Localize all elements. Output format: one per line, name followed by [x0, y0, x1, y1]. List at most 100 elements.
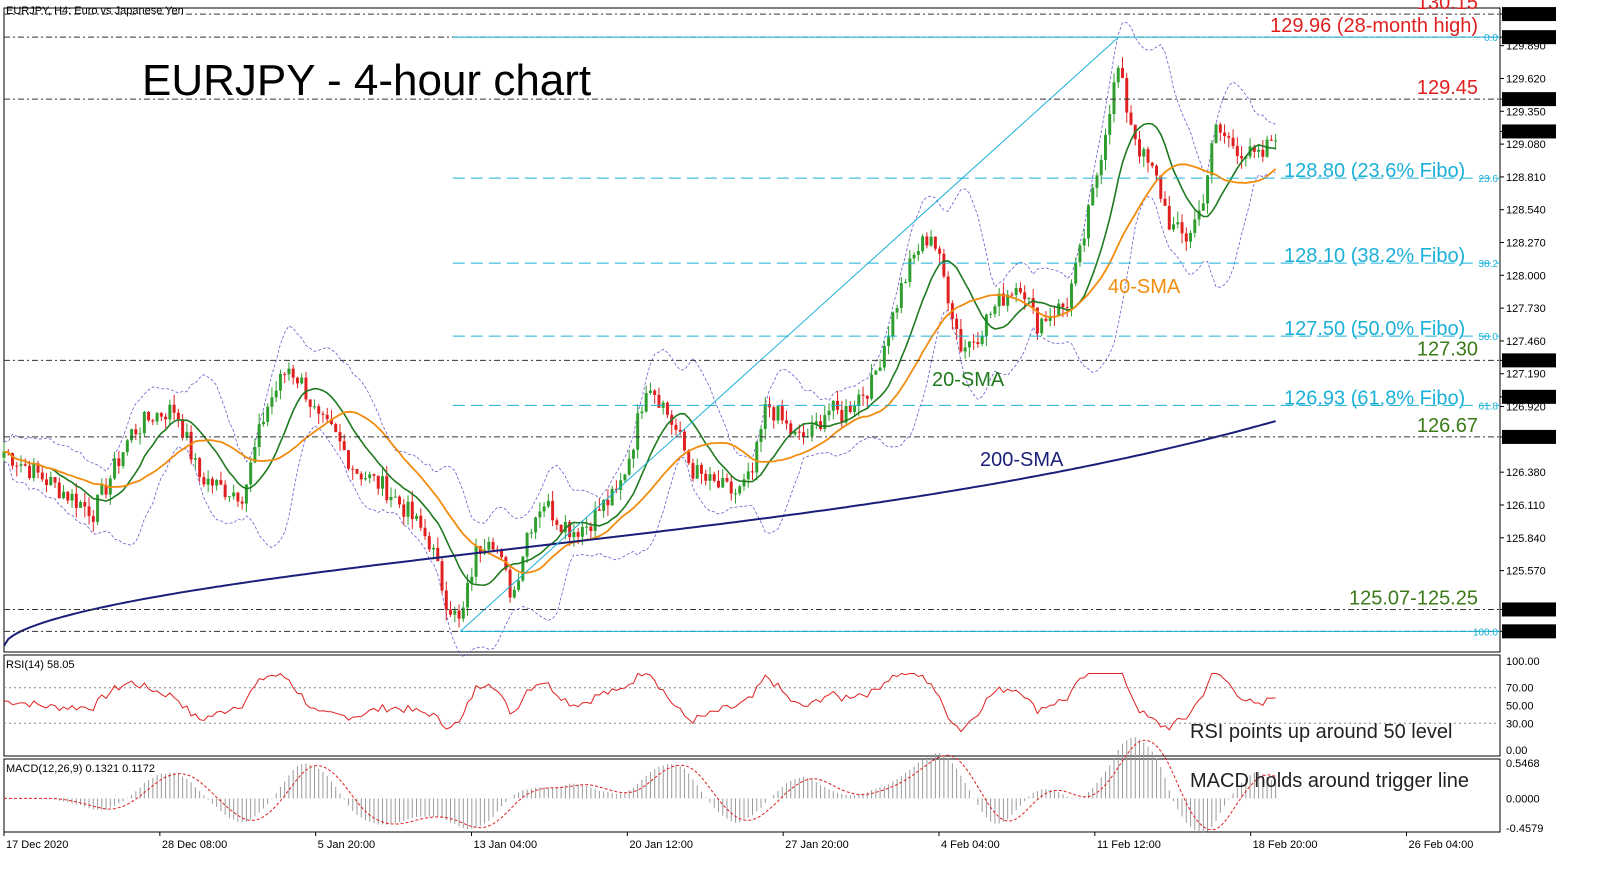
candle-body	[682, 431, 686, 451]
candle-body	[887, 336, 891, 346]
candle-body	[1231, 137, 1235, 147]
bollinger-lower	[3, 172, 1276, 658]
candle-body	[300, 377, 304, 384]
candle-body	[168, 404, 172, 420]
candle-body	[151, 420, 155, 422]
candle-body	[644, 392, 648, 412]
price-tag-label: 129.184	[1506, 126, 1546, 138]
rsi-tick-label: 0.00	[1506, 745, 1527, 757]
level-label: 125.07-125.25	[1349, 587, 1478, 609]
sma40-label: 40-SMA	[1108, 276, 1181, 298]
candle-body	[610, 488, 614, 506]
candle-body	[997, 293, 1001, 307]
candle-body	[729, 481, 733, 494]
candle-body	[763, 403, 767, 429]
symbol-info: EURJPY, H4: Euro vs Japanese Yen	[6, 5, 184, 17]
candle-body	[725, 478, 729, 482]
candle-body	[678, 429, 682, 432]
candle-body	[164, 416, 168, 420]
candle-body	[576, 532, 580, 537]
candle-body	[83, 502, 87, 507]
candle-body	[308, 399, 312, 407]
candle-body	[780, 406, 784, 421]
candle-body	[882, 345, 886, 368]
candle-body	[1274, 140, 1278, 142]
candle-body	[751, 471, 754, 473]
candle-body	[619, 480, 623, 491]
candle-body	[287, 368, 291, 375]
candle-body	[466, 582, 470, 608]
candle-body	[359, 473, 363, 480]
candle-body	[525, 532, 529, 557]
candle-body	[1201, 203, 1205, 211]
candle-body	[802, 432, 806, 437]
candle-body	[49, 477, 53, 486]
candle-body	[865, 395, 869, 399]
candle-body	[415, 515, 419, 520]
candle-body	[870, 374, 874, 399]
rsi-tick-label: 100.00	[1506, 656, 1540, 668]
candle-body	[117, 458, 121, 467]
candle-body	[1121, 67, 1124, 78]
price-tick-label: 127.190	[1506, 369, 1546, 381]
candle-body	[1057, 303, 1061, 317]
candle-body	[346, 450, 350, 469]
candle-body	[91, 516, 95, 522]
candle-body	[206, 478, 210, 485]
candle-body	[1146, 149, 1150, 163]
candle-body	[984, 314, 988, 337]
sma200-label: 200-SMA	[980, 449, 1064, 471]
candle-body	[844, 405, 848, 423]
sma40-line	[3, 163, 1277, 574]
candle-body	[240, 501, 244, 504]
candle-body	[193, 458, 197, 460]
price-tag-label: 129.450	[1506, 94, 1546, 106]
rsi-title: RSI(14) 58.05	[6, 659, 74, 671]
price-tag	[1502, 30, 1556, 45]
candle-body	[23, 464, 27, 466]
price-tick-label: 128.000	[1506, 270, 1546, 282]
price-tick-label: 129.620	[1506, 73, 1546, 85]
candle-body	[721, 478, 725, 488]
price-tick-label: 128.270	[1506, 238, 1546, 250]
candle-body	[1001, 293, 1005, 306]
candle-body	[317, 406, 321, 414]
candle-body	[491, 541, 495, 550]
candle-body	[1104, 134, 1107, 160]
time-tick-label: 17 Dec 2020	[6, 839, 68, 851]
fibo-trend-line	[459, 36, 1119, 632]
candle-body	[895, 307, 899, 313]
candle-body	[1269, 139, 1273, 141]
candle-body	[878, 367, 882, 371]
candle-body	[563, 522, 567, 533]
candle-body	[53, 477, 57, 483]
candle-body	[432, 547, 436, 550]
candle-body	[62, 491, 66, 499]
candle-body	[261, 421, 265, 425]
rsi-line	[3, 672, 1276, 733]
candle-body	[172, 404, 176, 413]
candle-body	[976, 342, 980, 344]
candle-body	[398, 496, 401, 505]
level-label: 130.15	[1417, 0, 1478, 14]
price-tick-label: 125.840	[1506, 533, 1546, 545]
candle-body	[449, 609, 453, 615]
candle-body	[1206, 175, 1210, 204]
candle-body	[955, 318, 959, 330]
fibo-label: 126.93 (61.8% Fibo)	[1284, 387, 1465, 409]
price-tag	[1502, 602, 1556, 617]
candle-body	[521, 556, 525, 581]
candle-body	[1167, 205, 1171, 230]
level-label: 126.67	[1417, 415, 1478, 437]
time-tick-label: 4 Feb 04:00	[941, 839, 1000, 851]
candle-body	[138, 433, 142, 435]
time-tick-label: 5 Jan 20:00	[318, 839, 376, 851]
candle-body	[716, 480, 720, 488]
candle-body	[572, 532, 576, 538]
candle-body	[329, 419, 333, 425]
candle-body	[1082, 238, 1086, 246]
price-tag-label: 125.250	[1506, 604, 1546, 616]
candle-body	[295, 377, 299, 384]
candle-body	[227, 496, 231, 498]
candle-body	[393, 496, 397, 498]
